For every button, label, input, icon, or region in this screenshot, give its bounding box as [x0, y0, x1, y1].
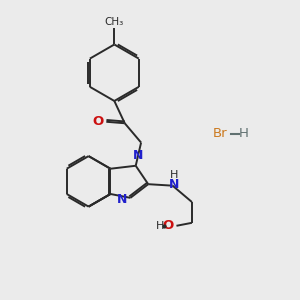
- Text: H: H: [239, 127, 249, 140]
- Text: O: O: [92, 115, 104, 128]
- Text: H: H: [156, 221, 165, 231]
- Text: O: O: [163, 219, 174, 232]
- Text: N: N: [133, 149, 143, 162]
- Text: N: N: [169, 178, 179, 191]
- Text: H: H: [169, 170, 178, 180]
- Text: CH₃: CH₃: [105, 17, 124, 27]
- Text: Br: Br: [212, 127, 227, 140]
- Text: N: N: [117, 193, 128, 206]
